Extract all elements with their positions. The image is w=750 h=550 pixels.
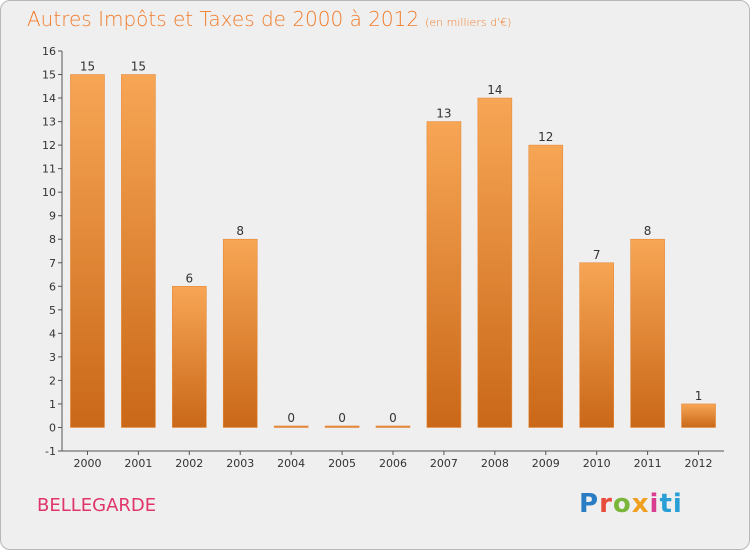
y-tick-label: 9 xyxy=(49,210,56,223)
y-tick-label: 4 xyxy=(49,327,56,340)
chart-subtitle: (en milliers d'€) xyxy=(425,16,512,29)
data-label: 7 xyxy=(593,248,601,262)
bar xyxy=(528,144,564,428)
y-tick-label: 16 xyxy=(42,45,56,58)
bar xyxy=(630,238,665,428)
data-label: 15 xyxy=(80,60,95,74)
chart-title: Autres Impôts et Taxes de 2000 à 2012 (en… xyxy=(27,7,511,31)
x-tick-label: 2006 xyxy=(379,457,407,470)
bar xyxy=(70,74,105,428)
y-tick-label: 15 xyxy=(42,69,56,82)
x-tick-label: 2005 xyxy=(328,457,356,470)
y-tick-label: 10 xyxy=(42,186,56,199)
logo-letter: ti xyxy=(659,489,683,519)
chart-title-text: Autres Impôts et Taxes de 2000 à 2012 xyxy=(27,7,420,31)
data-label: 12 xyxy=(538,130,553,144)
place-name: BELLEGARDE xyxy=(37,495,157,516)
data-label: 8 xyxy=(236,224,244,238)
y-tick-label: 6 xyxy=(49,280,56,293)
x-tick-label: 2009 xyxy=(532,457,560,470)
bar xyxy=(426,121,462,428)
x-tick-label: 2004 xyxy=(277,457,305,470)
bar xyxy=(375,425,411,428)
logo-letter: x xyxy=(631,489,650,519)
data-label: 14 xyxy=(487,83,502,97)
data-label: 15 xyxy=(131,60,146,74)
x-tick-label: 2000 xyxy=(73,457,101,470)
y-tick-label: -1 xyxy=(45,445,56,458)
bar xyxy=(579,262,614,428)
logo-letter: P xyxy=(579,489,600,519)
y-tick-label: 14 xyxy=(42,92,56,105)
y-tick-label: 0 xyxy=(49,421,56,434)
y-tick-label: 12 xyxy=(42,139,56,152)
data-label: 0 xyxy=(287,411,295,425)
bars: 15 15 6 8 0 0 0 13 14 12 7 8 1 xyxy=(70,60,716,428)
y-tick-label: 13 xyxy=(42,116,56,129)
y-tick-label: 1 xyxy=(49,398,56,411)
bar xyxy=(172,285,207,428)
y-tick-label: 3 xyxy=(49,351,56,364)
y-tick-label: 2 xyxy=(49,374,56,387)
logo-letter: r xyxy=(599,489,613,519)
y-tick-label: 5 xyxy=(49,304,56,317)
bar xyxy=(121,74,156,428)
data-label: 6 xyxy=(185,271,193,285)
x-tick-label: 2008 xyxy=(481,457,509,470)
bar xyxy=(273,425,309,428)
x-tick-label: 2002 xyxy=(175,457,203,470)
x-tick-label: 2012 xyxy=(685,457,713,470)
x-tick-label: 2001 xyxy=(124,457,152,470)
bar xyxy=(477,97,513,428)
bar xyxy=(222,238,258,428)
bar xyxy=(681,403,716,428)
x-tick-label: 2007 xyxy=(430,457,458,470)
x-tick-label: 2010 xyxy=(583,457,611,470)
data-label: 0 xyxy=(338,411,346,425)
data-label: 13 xyxy=(436,107,451,121)
y-tick-label: 11 xyxy=(42,163,56,176)
x-tick-label: 2003 xyxy=(226,457,254,470)
data-label: 1 xyxy=(695,389,703,403)
x-tick-label: 2011 xyxy=(634,457,662,470)
bar xyxy=(324,425,360,428)
data-label: 0 xyxy=(389,411,397,425)
data-label: 8 xyxy=(644,224,652,238)
proxiti-logo: Proxiti xyxy=(579,489,683,519)
y-tick-label: 8 xyxy=(49,233,56,246)
y-tick-label: 7 xyxy=(49,257,56,270)
logo-letter: i xyxy=(649,489,660,519)
logo-letter: o xyxy=(612,489,632,519)
